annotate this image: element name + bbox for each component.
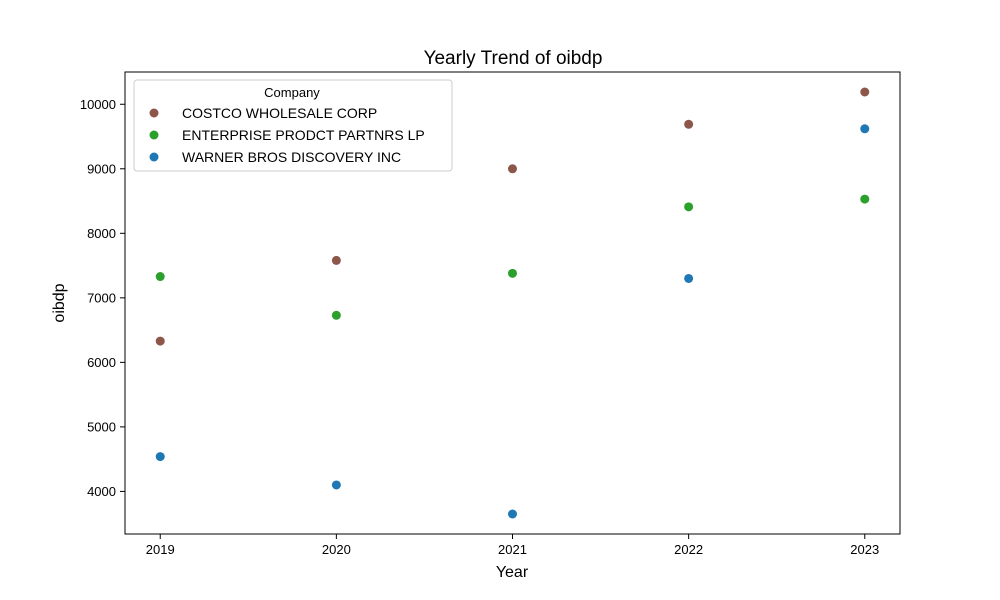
x-tick-label: 2022 — [674, 542, 703, 557]
data-point — [155, 272, 165, 282]
x-tick-label: 2020 — [322, 542, 351, 557]
data-point — [684, 273, 694, 283]
data-point — [155, 336, 165, 346]
x-axis: 2019 2020 2021 2022 2023 — [146, 534, 879, 557]
y-tick-label: 7000 — [87, 290, 116, 305]
y-tick-label: 5000 — [87, 419, 116, 434]
y-tick-label: 10000 — [80, 97, 116, 112]
x-tick-label: 2019 — [146, 542, 175, 557]
data-point — [155, 452, 165, 462]
data-point — [331, 255, 341, 265]
x-tick-label: 2021 — [498, 542, 527, 557]
y-tick-label: 4000 — [87, 484, 116, 499]
data-point — [508, 509, 517, 519]
legend: Company COSTCO WHOLESALE CORP ENTERPRISE … — [133, 79, 453, 172]
legend-box — [133, 79, 453, 172]
legend-marker — [149, 130, 159, 140]
legend-label: ENTERPRISE PRODCT PARTNRS LP — [182, 127, 425, 143]
y-axis-label: oibdp — [51, 283, 68, 322]
x-axis-label: Year — [496, 564, 529, 581]
y-tick-label: 6000 — [87, 355, 116, 370]
y-axis: 4000 5000 6000 7000 8000 9000 10000 — [80, 97, 125, 499]
x-tick-label: 2023 — [850, 542, 879, 557]
data-point — [860, 124, 870, 134]
data-point — [508, 164, 517, 174]
legend-label: COSTCO WHOLESALE CORP — [182, 105, 377, 121]
data-points — [155, 87, 870, 519]
legend-label: WARNER BROS DISCOVERY INC — [182, 149, 401, 165]
legend-marker — [149, 152, 159, 162]
data-point — [860, 194, 870, 204]
y-tick-label: 8000 — [87, 226, 116, 241]
legend-title: Company — [264, 85, 320, 100]
chart-title: Yearly Trend of oibdp — [424, 48, 603, 69]
y-tick-label: 9000 — [87, 161, 116, 176]
data-point — [860, 87, 870, 97]
data-point — [331, 480, 341, 490]
data-point — [684, 202, 694, 212]
data-point — [331, 310, 341, 320]
data-point — [684, 119, 694, 129]
legend-marker — [149, 108, 159, 118]
data-point — [508, 268, 517, 278]
